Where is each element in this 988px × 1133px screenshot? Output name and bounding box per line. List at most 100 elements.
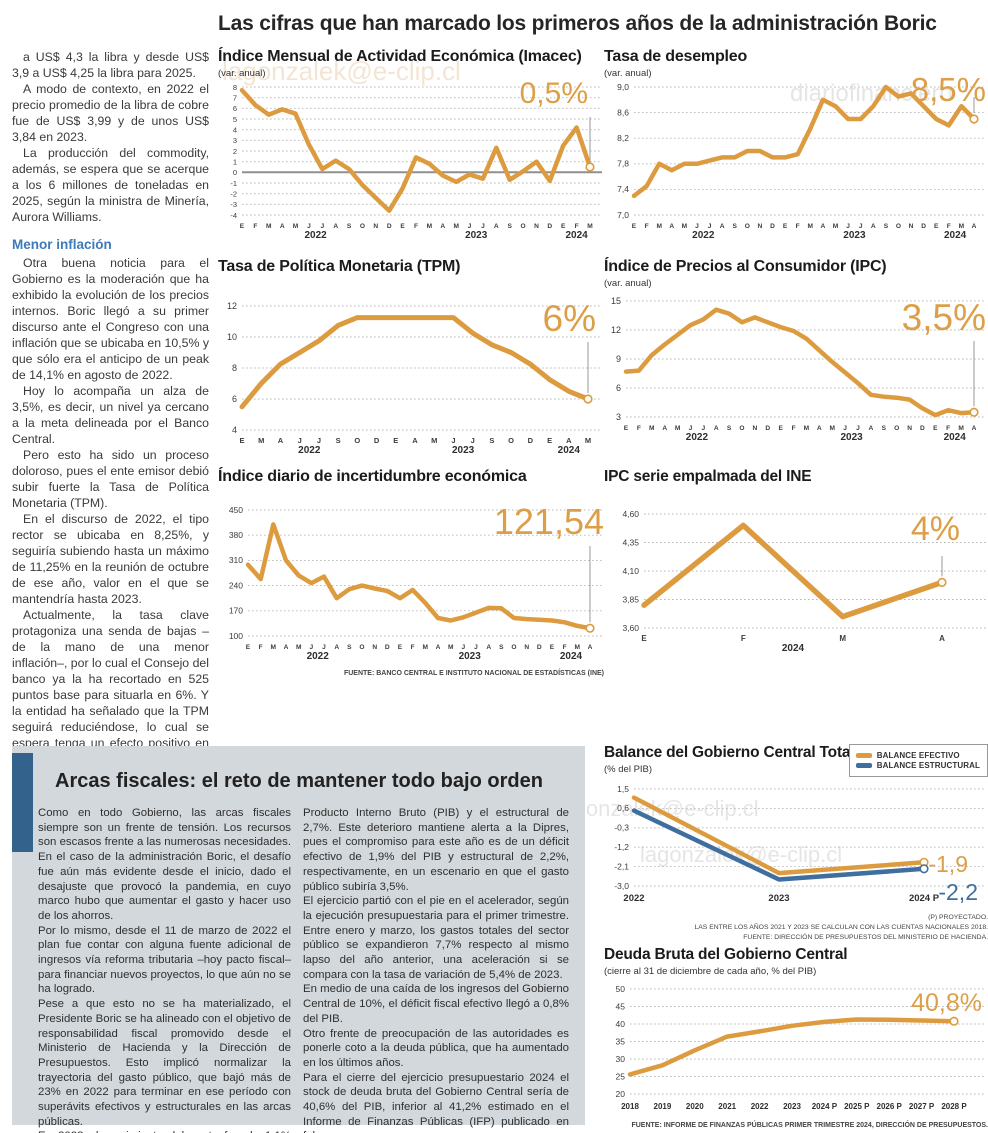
svg-text:2019: 2019 <box>654 1102 672 1111</box>
svg-text:7: 7 <box>233 94 237 103</box>
svg-text:A: A <box>494 223 499 230</box>
svg-text:A: A <box>939 634 945 643</box>
svg-text:1,5: 1,5 <box>617 784 629 794</box>
svg-text:2: 2 <box>233 147 237 156</box>
svg-text:2023: 2023 <box>843 230 866 241</box>
svg-text:A: A <box>333 223 338 230</box>
chart-title: Deuda Bruta del Gobierno Central <box>604 946 848 963</box>
svg-text:S: S <box>727 425 732 432</box>
svg-text:M: M <box>575 644 581 651</box>
svg-text:2025 P: 2025 P <box>844 1102 870 1111</box>
svg-text:F: F <box>259 644 263 651</box>
svg-text:N: N <box>534 223 539 230</box>
svg-text:M: M <box>675 425 681 432</box>
svg-text:2028 P: 2028 P <box>941 1102 967 1111</box>
svg-text:F: F <box>575 223 579 230</box>
svg-text:8: 8 <box>233 83 237 92</box>
svg-text:J: J <box>451 436 455 445</box>
svg-text:N: N <box>758 223 763 230</box>
svg-text:M: M <box>587 223 593 230</box>
svg-text:M: M <box>656 223 662 230</box>
svg-text:2026 P: 2026 P <box>877 1102 903 1111</box>
left-article-column: a US$ 4,3 la libra y desde US$ 3,9 a US$… <box>12 50 209 816</box>
svg-text:J: J <box>708 223 712 230</box>
chart-title: Balance del Gobierno Central Total <box>604 744 855 761</box>
legend-label: BALANCE EFECTIVO <box>876 750 960 760</box>
deuda-annotation: 40,8% <box>911 989 982 1017</box>
balance-line-chart: 1,5 0,6 -0,3 -1,2 -2,1 -3,0 2022 2023 2024 P <box>614 784 986 904</box>
svg-text:F: F <box>741 634 746 643</box>
svg-text:-0,3: -0,3 <box>614 823 629 833</box>
svg-text:J: J <box>298 436 302 445</box>
svg-text:N: N <box>907 425 912 432</box>
svg-text:S: S <box>732 223 737 230</box>
svg-text:170: 170 <box>229 606 243 616</box>
chart-deuda: Deuda Bruta del Gobierno Central (cierre… <box>604 946 988 1129</box>
svg-text:25: 25 <box>616 1071 626 1081</box>
fiscal-column-2: Producto Interno Bruto (PIB) y el estruc… <box>303 806 569 1133</box>
svg-text:-3: -3 <box>230 200 237 209</box>
svg-text:N: N <box>372 644 377 651</box>
fiscal-column-1: Como en todo Gobierno, las arcas fiscale… <box>38 806 291 1133</box>
svg-text:3: 3 <box>233 136 237 145</box>
paragraph: Otro frente de preocupación de las autor… <box>303 1027 569 1069</box>
chart-balance: Balance del Gobierno Central Total (% de… <box>604 744 988 944</box>
svg-text:J: J <box>468 223 472 230</box>
svg-text:3: 3 <box>616 412 621 422</box>
svg-text:2024: 2024 <box>782 643 805 654</box>
svg-text:2024: 2024 <box>560 651 583 662</box>
paragraph: Producto Interno Bruto (PIB) y el estruc… <box>303 807 569 893</box>
article-paragraphs-mid: Otra buena noticia para el Gobierno es l… <box>12 256 209 608</box>
svg-text:F: F <box>411 644 415 651</box>
svg-text:2023: 2023 <box>465 230 488 241</box>
svg-text:3,85: 3,85 <box>622 594 639 604</box>
svg-text:J: J <box>317 436 321 445</box>
svg-text:2022: 2022 <box>298 445 321 456</box>
chart-incertidumbre: Índice diario de incertidumbre económica… <box>218 468 604 677</box>
svg-text:D: D <box>374 436 380 445</box>
svg-text:A: A <box>817 425 822 432</box>
deuda-line-chart: 50 45 40 35 30 25 20 2018 2019 2020 2021 2022 2023 20… <box>616 984 986 1111</box>
svg-text:M: M <box>293 223 299 230</box>
svg-text:15: 15 <box>611 296 621 306</box>
svg-text:D: D <box>765 425 770 432</box>
svg-text:6: 6 <box>233 104 237 113</box>
chart-title: Índice Mensual de Actividad Económica (I… <box>218 48 582 65</box>
balance-annotation-estructural: -2,2 <box>938 879 978 905</box>
svg-text:O: O <box>739 425 744 432</box>
paragraph: Pero esto ha sido un proceso doloroso, p… <box>12 448 209 511</box>
svg-text:8,2: 8,2 <box>617 133 629 143</box>
svg-text:O: O <box>511 644 516 651</box>
paragraph: LAS ENTRE LOS AÑOS 2021 Y 2023 SE CALCUL… <box>694 924 988 932</box>
svg-text:A: A <box>821 223 826 230</box>
svg-text:4,60: 4,60 <box>622 509 639 519</box>
svg-text:2020: 2020 <box>686 1102 704 1111</box>
svg-text:2023: 2023 <box>768 893 789 904</box>
svg-text:J: J <box>695 223 699 230</box>
svg-text:50: 50 <box>616 984 626 994</box>
svg-text:M: M <box>959 223 965 230</box>
chart-desempleo: Tasa de desempleo (var. anual) 9,0 8,6 8,2… <box>604 48 988 246</box>
svg-text:E: E <box>400 223 405 230</box>
paragraph: Otra buena noticia para el Gobierno es l… <box>12 256 209 383</box>
svg-text:O: O <box>896 223 901 230</box>
svg-text:E: E <box>934 223 939 230</box>
svg-text:-1: -1 <box>230 179 237 188</box>
svg-text:E: E <box>561 223 566 230</box>
svg-text:-1,2: -1,2 <box>614 842 629 852</box>
fiscal-headline: Arcas fiscales: el reto de mantener todo… <box>55 770 543 792</box>
chart-tpm: Tasa de Política Monetaria (TPM) 12 10 8 6 4… <box>218 258 604 461</box>
svg-text:450: 450 <box>229 505 243 515</box>
svg-text:4,10: 4,10 <box>622 566 639 576</box>
svg-text:M: M <box>804 425 810 432</box>
paragraph: En el discurso de 2022, el tipo rector s… <box>12 512 209 607</box>
paragraph: En 2023 el crecimiento del gasto fue de … <box>38 1129 291 1133</box>
svg-text:A: A <box>278 436 284 445</box>
svg-text:S: S <box>882 425 887 432</box>
paragraph: (P) PROYECTADO. <box>928 914 988 921</box>
svg-text:5: 5 <box>233 115 237 124</box>
